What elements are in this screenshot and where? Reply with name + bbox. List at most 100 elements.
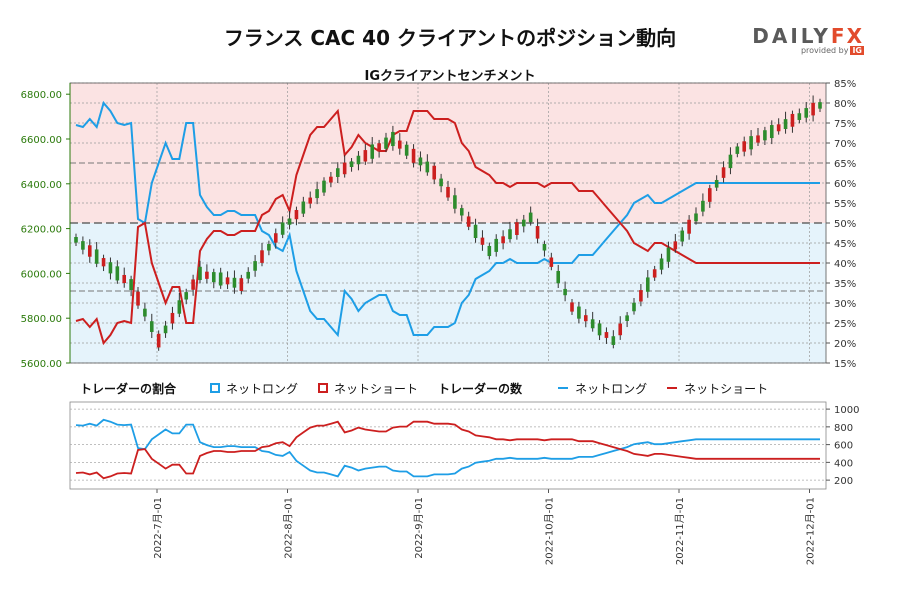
- candle-body: [218, 272, 223, 286]
- legend-count-heading: トレーダーの数: [438, 381, 523, 396]
- candle-body: [535, 226, 540, 239]
- logo-wordmark: DAILYFX: [752, 24, 864, 48]
- candle-body: [397, 140, 402, 149]
- candle-body: [349, 161, 354, 167]
- candlesticks: [74, 95, 822, 351]
- net-long-line-icon: [558, 387, 569, 389]
- candle-body: [129, 279, 133, 291]
- candle-body: [783, 119, 788, 129]
- pct-tick-label: 60%: [834, 179, 856, 190]
- x-tick-label: 2022-9月-01: [413, 497, 425, 559]
- candle-body: [301, 201, 306, 214]
- candle-body: [769, 125, 774, 139]
- price-tick-label: 6000.00: [21, 269, 62, 280]
- candle-body: [652, 269, 657, 278]
- net-short-box-icon: [318, 383, 329, 393]
- candle-body: [205, 271, 209, 279]
- candle-body: [515, 222, 519, 235]
- pct-tick-label: 85%: [834, 79, 856, 90]
- price-tick-label: 6600.00: [21, 135, 62, 146]
- candle-body: [680, 230, 685, 242]
- pct-tick-label: 45%: [834, 239, 856, 250]
- candle-body: [342, 162, 347, 175]
- pct-tick-label: 70%: [834, 139, 856, 150]
- candle-body: [597, 323, 602, 336]
- candle-body: [728, 154, 733, 169]
- candle-body: [418, 157, 423, 166]
- legend-ratio-net-short: ネットショート: [318, 380, 418, 397]
- candle-body: [701, 200, 705, 212]
- x-tick-label: 2022-12月-01: [805, 497, 817, 565]
- candle-body: [742, 141, 747, 152]
- net-long-count-line: [75, 418, 820, 478]
- candle-body: [136, 291, 140, 306]
- candle-body: [625, 315, 629, 321]
- candle-body: [735, 146, 740, 154]
- chart-subtitle: IGクライアントセンチメント: [364, 69, 536, 84]
- legend: トレーダーの割合 ネットロング ネットショート トレーダーの数 ネットロング ネ…: [80, 380, 788, 396]
- candle-body: [267, 244, 271, 251]
- candle-body: [308, 197, 313, 204]
- candle-body: [384, 137, 388, 149]
- candle-body: [659, 258, 664, 270]
- candle-body: [721, 167, 726, 178]
- candle-body: [528, 212, 533, 223]
- pct-tick-label: 20%: [834, 339, 856, 350]
- candle-body: [556, 270, 561, 284]
- candle-body: [149, 321, 154, 332]
- candle-body: [590, 319, 595, 329]
- candle-body: [101, 258, 106, 267]
- legend-count-net-short: ネットショート: [667, 380, 768, 397]
- net-short-ratio-line: [75, 108, 820, 346]
- candle-body: [473, 224, 478, 239]
- candle-body: [459, 208, 464, 216]
- ig-logo-icon: IG: [850, 46, 864, 55]
- pct-tick-label: 30%: [834, 299, 856, 310]
- legend-count-net-long: ネットロング: [558, 380, 647, 397]
- pct-tick-label: 50%: [834, 219, 856, 230]
- candle-body: [707, 188, 712, 202]
- net-long-box-icon: [210, 383, 221, 393]
- candle-body: [232, 277, 237, 288]
- candle-body: [818, 102, 822, 109]
- candle-body: [370, 144, 375, 159]
- candle-body: [639, 290, 643, 302]
- candle-body: [74, 237, 78, 243]
- candle-body: [329, 176, 333, 183]
- candle-body: [273, 233, 278, 243]
- candle-body: [143, 308, 147, 317]
- candle-body: [115, 266, 120, 281]
- pct-tick-label: 65%: [834, 159, 856, 170]
- candle-body: [184, 292, 189, 300]
- candle-body: [198, 266, 202, 281]
- candle-body: [487, 245, 492, 257]
- candle-body: [81, 241, 85, 250]
- candle-body: [508, 229, 512, 240]
- candle-body: [673, 241, 678, 250]
- candle-body: [583, 315, 588, 322]
- candle-body: [749, 136, 753, 150]
- count-tick-label: 400: [834, 458, 853, 469]
- candle-body: [797, 113, 802, 120]
- candle-body: [356, 155, 361, 165]
- candle-body: [156, 333, 161, 348]
- candle-body: [287, 218, 292, 225]
- candle-body: [446, 186, 450, 198]
- candle-body: [363, 150, 368, 162]
- candle-body: [776, 124, 781, 132]
- count-panel-frame: [69, 401, 827, 490]
- candle-body: [790, 113, 795, 127]
- count-tick-label: 800: [834, 423, 853, 434]
- pct-tick-label: 80%: [834, 99, 856, 110]
- candle-body: [280, 222, 285, 235]
- x-tick-label: 2022-11月-01: [674, 497, 686, 565]
- candle-body: [122, 274, 127, 284]
- candle-body: [425, 161, 430, 173]
- candle-body: [501, 236, 505, 244]
- candle-body: [811, 102, 815, 116]
- candle-body: [411, 148, 416, 163]
- candle-body: [163, 325, 168, 334]
- pct-tick-label: 55%: [834, 199, 856, 210]
- candle-body: [315, 189, 319, 199]
- candle-body: [432, 165, 437, 180]
